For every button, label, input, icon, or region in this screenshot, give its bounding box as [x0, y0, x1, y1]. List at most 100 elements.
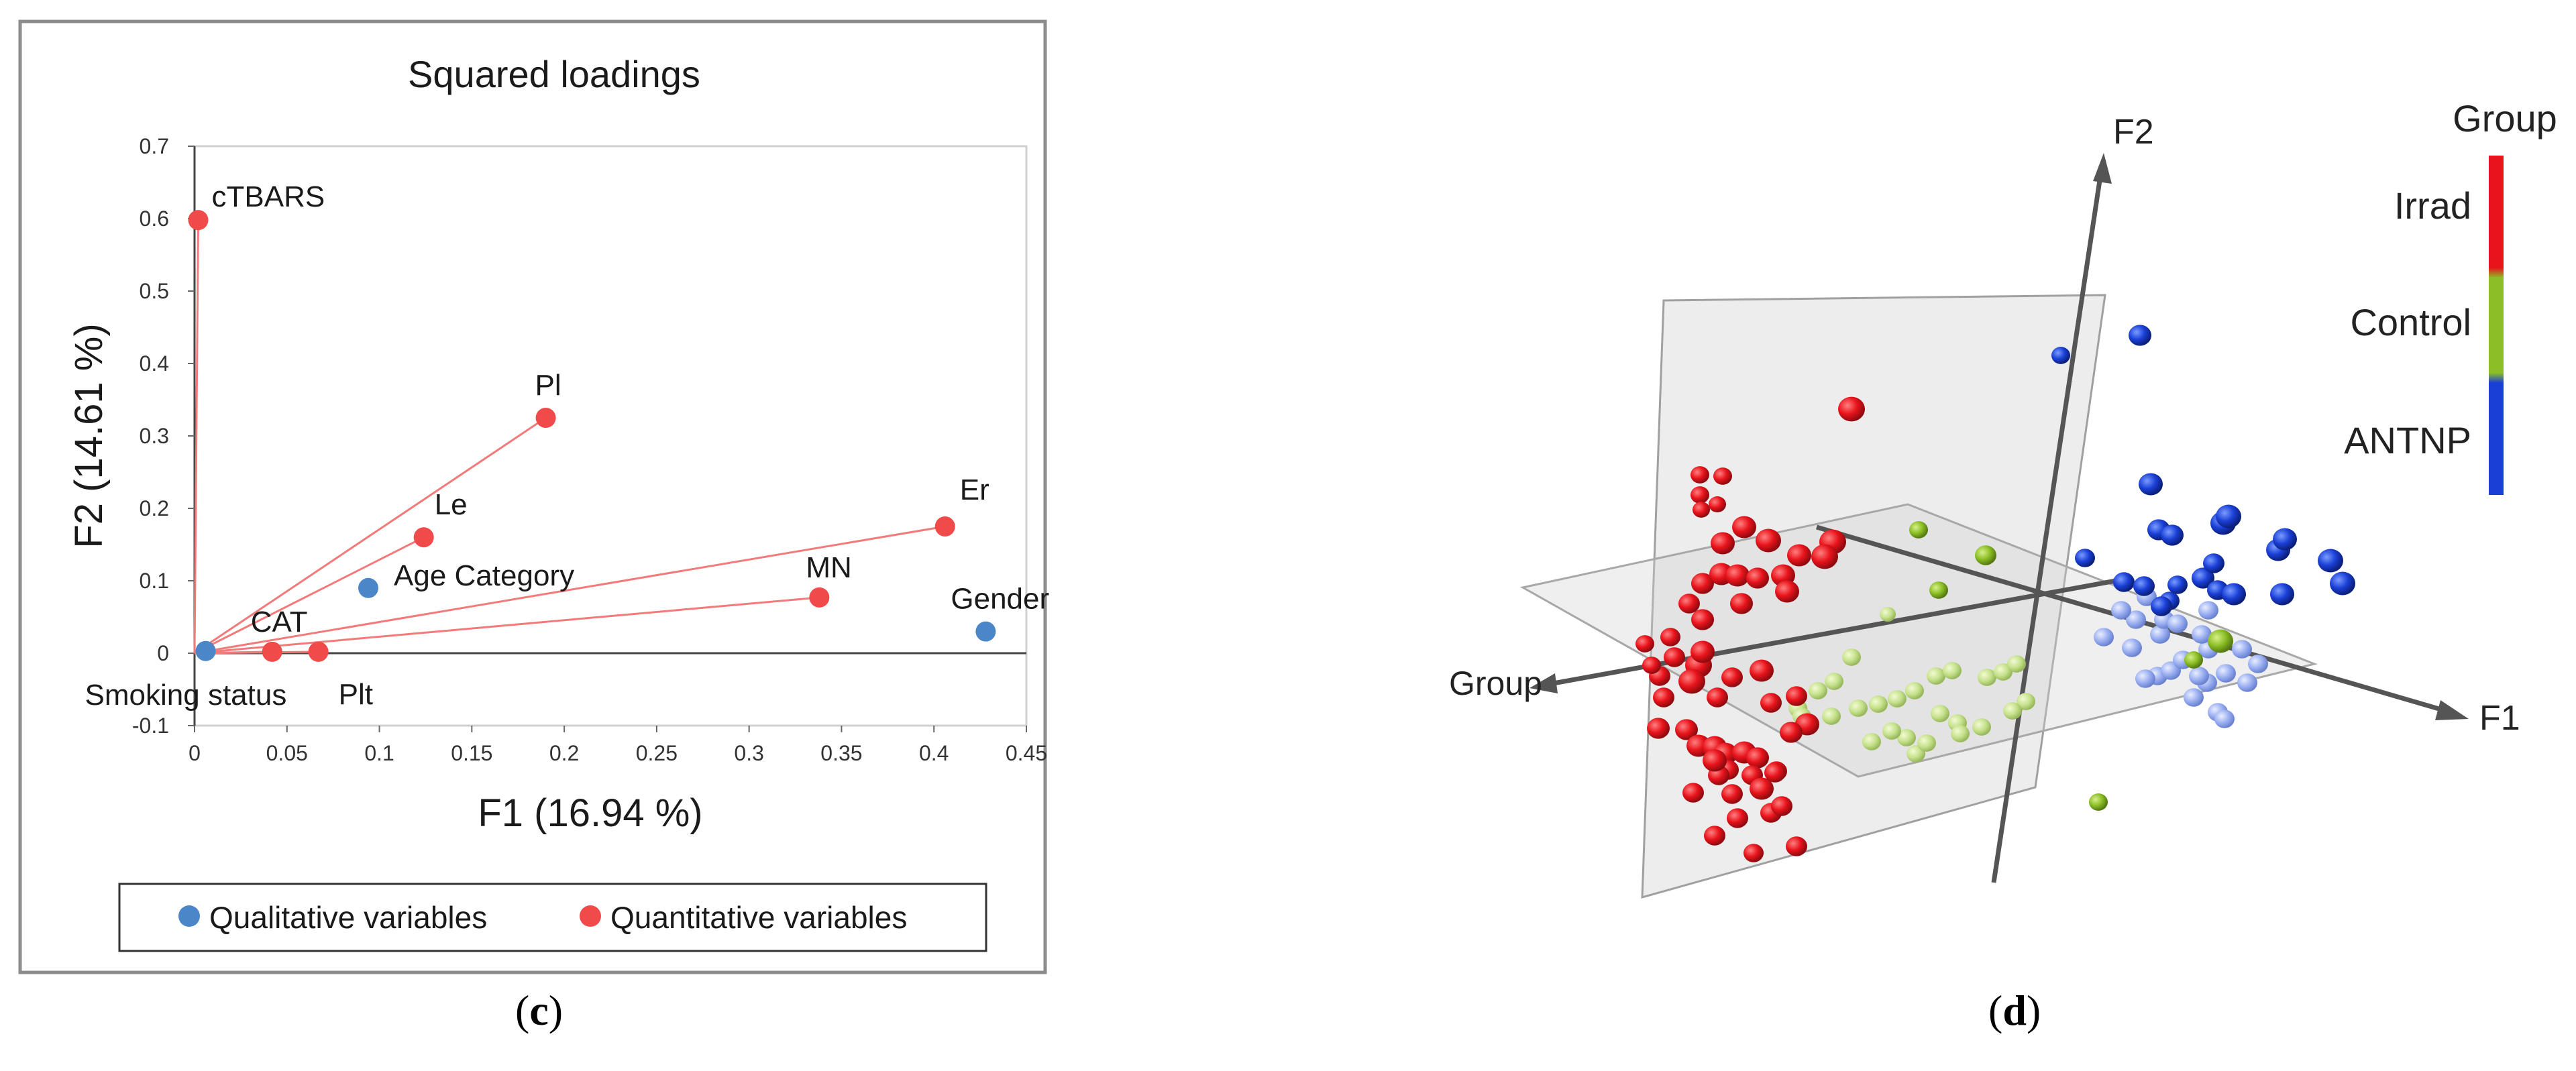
point-le	[413, 527, 434, 548]
antnp-point	[2189, 667, 2209, 685]
point-pl	[535, 408, 556, 428]
control-point	[2208, 629, 2233, 653]
control-point	[2003, 702, 2022, 720]
irrad-point	[1746, 747, 1769, 769]
control-point	[1897, 729, 1916, 746]
point-label-plt: Plt	[339, 678, 373, 711]
control-point	[1978, 669, 1996, 686]
antnp-point	[2216, 504, 2241, 528]
antnp-point	[2318, 549, 2343, 573]
chart-frame	[18, 19, 1047, 974]
y-tick-label: -0.1	[132, 714, 169, 738]
control-point	[1825, 673, 1843, 690]
irrad-point	[1786, 836, 1807, 856]
control-point	[1905, 682, 1924, 699]
legend-label-antnp: ANTNP	[2344, 419, 2471, 461]
legend-title: Group	[2453, 97, 2557, 139]
antnp-point	[2111, 601, 2131, 620]
irrad-point	[1664, 647, 1685, 667]
y-tick-label: 0.1	[140, 569, 169, 593]
control-point	[1862, 733, 1881, 750]
irrad-point	[1647, 718, 1670, 739]
3d-scatter-plot: F2 F1 Group Group Irrad Control ANTNP	[1449, 97, 2557, 899]
axis-f2-label: F2	[2113, 113, 2154, 152]
antnp-point	[2122, 638, 2142, 657]
point-label-gender: Gender	[951, 583, 1049, 616]
antnp-point	[2203, 553, 2224, 573]
irrad-point	[1771, 796, 1792, 816]
x-tick-label: 0	[189, 741, 201, 765]
point-label-mn: MN	[806, 551, 851, 584]
control-point	[1975, 545, 1996, 565]
irrad-point	[1838, 396, 1865, 422]
point-gender	[975, 621, 996, 642]
irrad-point	[1690, 466, 1709, 484]
legend-label-qualitative: Qualitative variables	[209, 900, 487, 935]
antnp-point	[2150, 625, 2170, 644]
point-label-pl: Pl	[535, 369, 561, 402]
antnp-point	[2129, 325, 2151, 346]
vector-line-er	[194, 525, 946, 655]
control-point	[1869, 695, 1888, 713]
antnp-point	[2135, 669, 2155, 688]
irrad-point	[1780, 722, 1803, 743]
axis-f2-line	[1991, 171, 2104, 883]
axis-group-arrow	[1529, 673, 1558, 693]
legend-box	[118, 883, 987, 952]
legend-color-bar	[2489, 156, 2504, 495]
point-label-er: Er	[960, 473, 989, 506]
irrad-point	[1675, 719, 1698, 740]
x-tick-label: 0.15	[451, 741, 492, 765]
y-tick-label: 0	[157, 641, 169, 665]
antnp-point	[2151, 596, 2172, 616]
y-tick-label: 0.2	[140, 496, 169, 520]
control-point	[2017, 693, 2035, 710]
y-tick-label: 0.4	[140, 351, 169, 376]
control-point	[1951, 725, 1970, 742]
irrad-point	[1750, 777, 1774, 800]
control-point	[1809, 682, 1827, 699]
antnp-point	[2161, 524, 2184, 546]
point-age-category	[358, 577, 379, 598]
control-point	[1927, 667, 1945, 685]
chart-title: Squared loadings	[408, 53, 700, 95]
vector-line-ctbars	[193, 220, 200, 654]
vector-line-le	[194, 536, 425, 655]
antnp-point	[2216, 664, 2236, 683]
irrad-point	[1642, 657, 1661, 674]
control-point	[2184, 651, 2203, 669]
y-tick-label: 0.7	[140, 134, 169, 158]
antnp-point	[2270, 583, 2294, 606]
y-tick-label: 0.3	[140, 424, 169, 448]
antnp-point	[2113, 572, 2135, 592]
irrad-point	[1693, 502, 1710, 518]
irrad-point	[1660, 628, 1680, 646]
control-point	[1972, 718, 1991, 736]
axis-f1-label: F1	[2479, 699, 2520, 738]
x-tick-label: 0.45	[1006, 741, 1047, 765]
irrad-point	[1725, 564, 1750, 587]
axis-group-label: Group	[1449, 665, 1542, 702]
irrad-point	[1678, 669, 1705, 694]
irrad-point	[1713, 467, 1732, 485]
control-point	[2007, 655, 2026, 673]
control-point	[1943, 662, 1962, 679]
point-label-smoking-status: Smoking status	[85, 679, 287, 712]
control-point	[1929, 581, 1948, 599]
antnp-point	[2133, 576, 2155, 596]
point-mn	[809, 587, 830, 608]
irrad-point	[1691, 609, 1714, 630]
x-tick-label: 0.25	[636, 741, 678, 765]
squared-loadings-chart: Squared loadings 0 0.05 0.1 0.15 0.2 0.25 0.3 0…	[18, 19, 1049, 974]
irrad-point	[1730, 593, 1753, 614]
antnp-point	[2232, 640, 2252, 659]
x-tick-label: 0.2	[549, 741, 579, 765]
control-point	[2089, 793, 2108, 811]
point-ctbars	[188, 210, 209, 231]
caption-d: (d)	[1988, 987, 2041, 1034]
antnp-point	[2126, 610, 2146, 629]
irrad-point	[1682, 783, 1704, 803]
antnp-point	[2330, 571, 2355, 596]
x-tick-label: 0.05	[266, 741, 308, 765]
irrad-point	[1707, 687, 1728, 708]
